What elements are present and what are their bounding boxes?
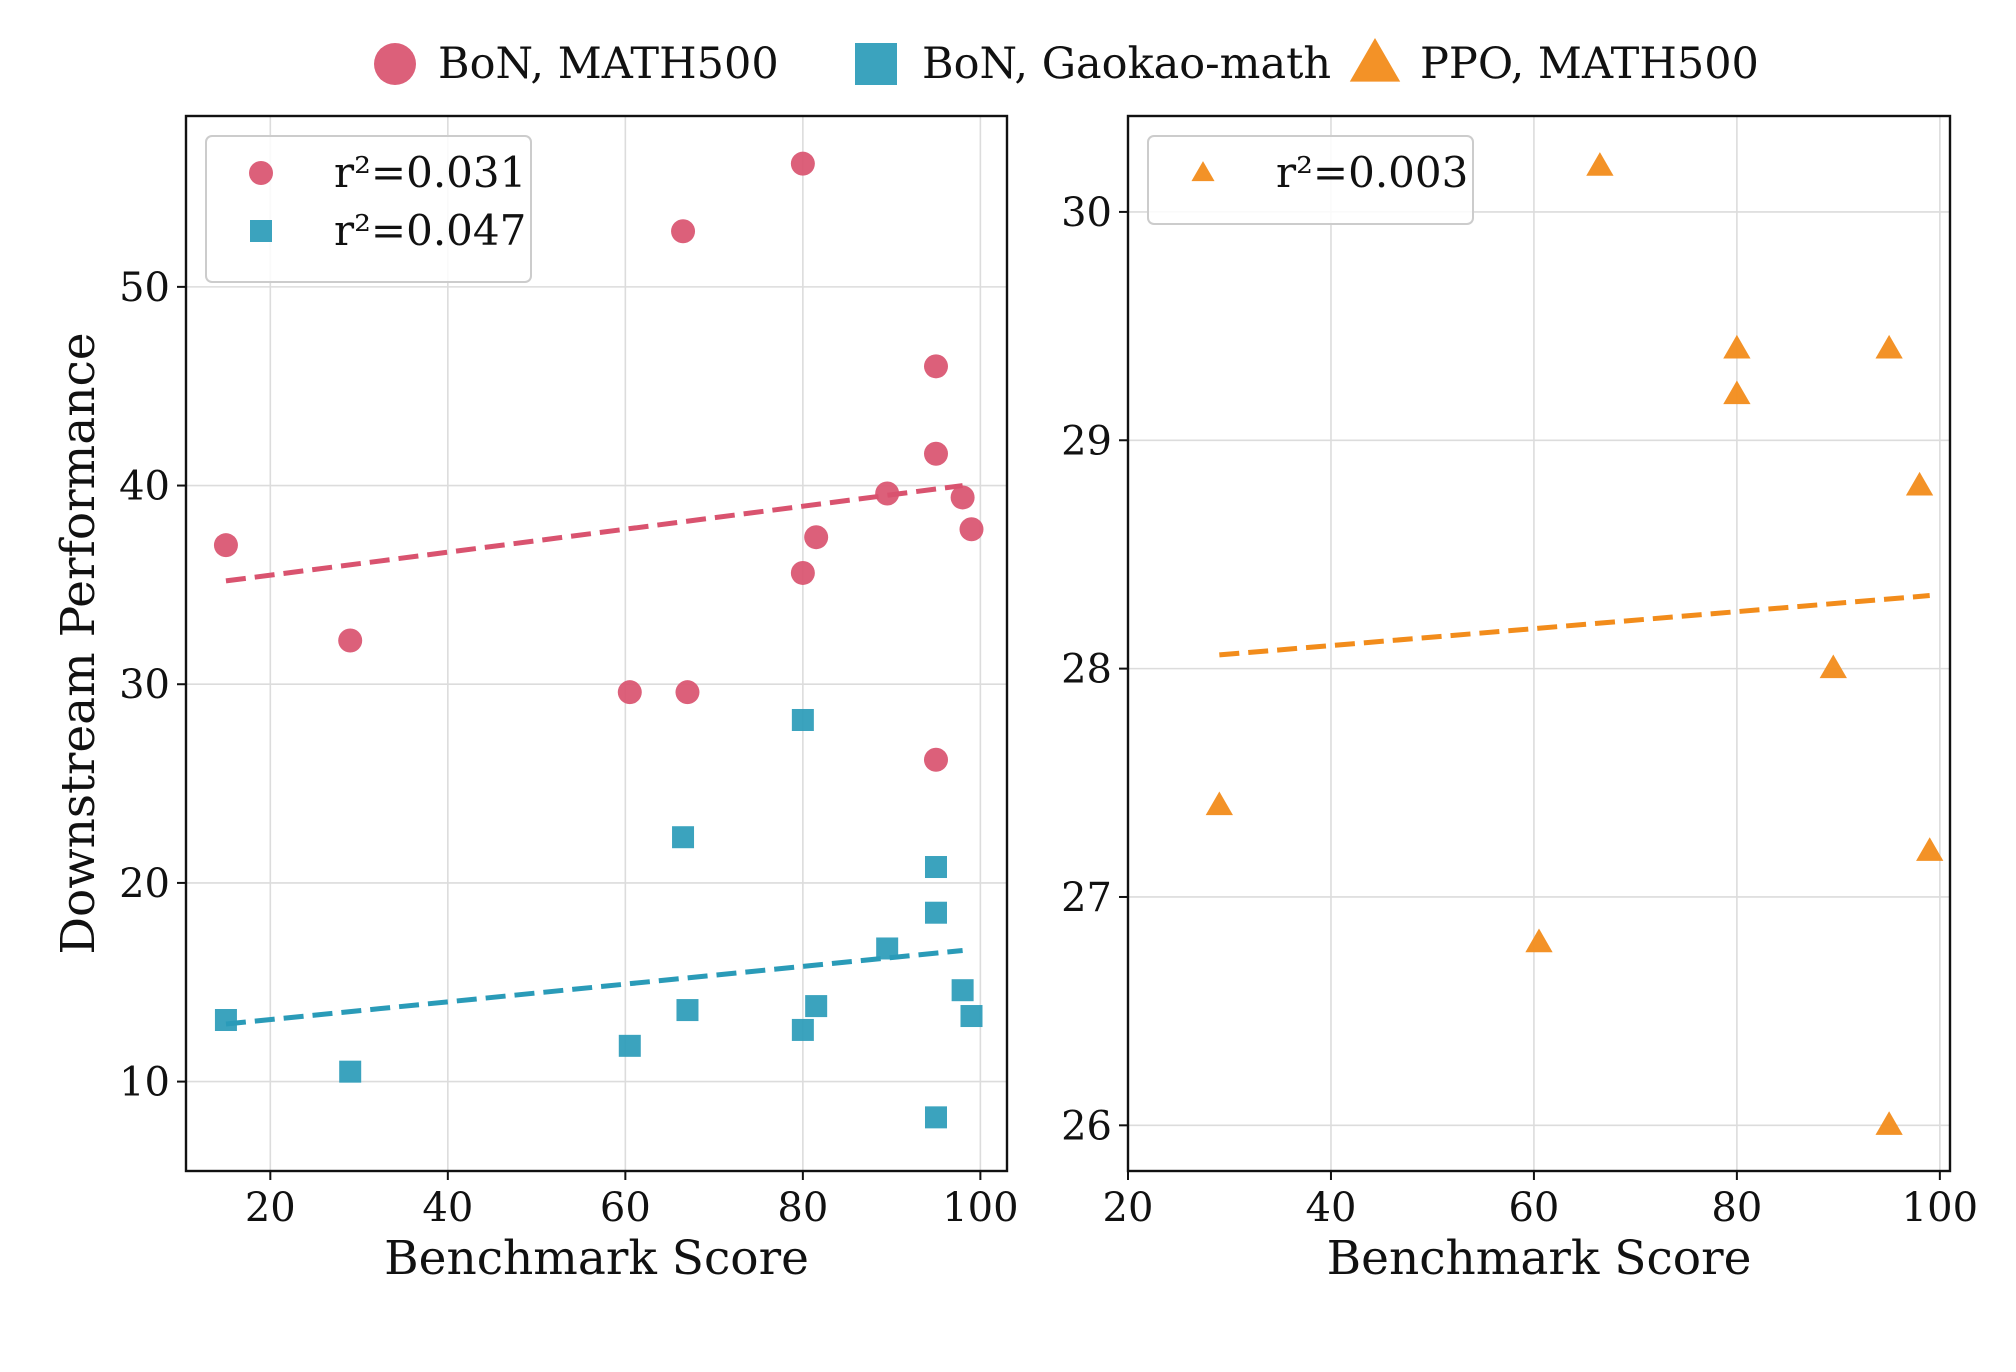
inner-legend-label-0: r²=0.031 [334,148,526,197]
point-s1-0 [214,1009,237,1032]
point-s0-0 [1205,791,1233,816]
point-s0-2 [1586,152,1614,176]
y-tick-label-4: 50 [119,265,170,311]
x-tick-label-1: 40 [422,1185,473,1231]
top-legend-marker-0 [374,43,416,85]
top-legend: BoN, MATH500 BoN, Gaokao-math PPO, MATH500 [374,37,1759,89]
x-tick-label-0: 20 [245,1185,296,1231]
x-tick-label-4: 100 [942,1185,1018,1231]
point-s1-13 [960,1005,983,1028]
point-s1-9 [924,856,947,879]
y-axis-label: Downstream Performance [51,332,106,954]
point-s1-6 [791,1018,814,1041]
fit-line-1 [225,947,963,1027]
y-tick-label-4: 30 [1061,190,1112,236]
point-s1-7 [805,995,828,1018]
inner-legend: r²=0.003 [1147,135,1474,225]
point-s0-10 [923,441,948,466]
y-tick-label-0: 10 [119,1060,170,1106]
point-s0-13 [959,517,984,542]
point-s1-1 [339,1060,362,1083]
top-legend-label-1: BoN, Gaokao-math [922,39,1331,89]
point-s0-6 [790,560,815,585]
point-s0-9 [1916,837,1944,861]
point-s0-0 [213,533,238,558]
fit-line-0 [1219,593,1930,658]
y-tick-label-0: 26 [1061,1103,1112,1149]
top-legend-marker-2 [1349,37,1401,82]
point-s0-2 [617,680,642,705]
point-s0-5 [1819,654,1847,679]
y-tick-label-2: 28 [1061,647,1112,693]
point-s0-12 [950,485,975,510]
x-tick-label-0: 20 [1103,1185,1154,1231]
x-tick-label-3: 80 [1711,1185,1762,1231]
x-tick-label-2: 60 [600,1185,651,1231]
inner-legend-marker-0 [1191,161,1215,182]
y-tick-label-1: 20 [119,861,170,907]
point-s1-4 [676,999,699,1022]
point-s0-5 [790,151,815,176]
plot-frame [184,114,1009,1173]
point-s0-1 [338,628,363,653]
top-legend-marker-1 [855,43,897,85]
plot-frame [1126,114,1952,1173]
point-s0-4 [675,680,700,705]
y-tick-label-2: 30 [119,662,170,708]
point-s1-10 [924,901,947,924]
inner-legend-label-0: r²=0.003 [1276,148,1468,197]
inner-legend: r²=0.031 r²=0.047 [205,135,532,283]
x-axis-label: Benchmark Score [384,1231,809,1286]
point-s0-8 [1905,471,1934,496]
point-s1-8 [876,937,899,960]
point-s0-8 [875,481,900,506]
y-tick-label-3: 29 [1061,418,1112,464]
point-s1-11 [924,1106,947,1129]
x-tick-label-4: 100 [1902,1185,1978,1231]
point-s0-11 [923,747,948,772]
point-s1-12 [951,979,974,1002]
x-tick-label-2: 60 [1508,1185,1559,1231]
left-panel: 20 40 60 80 100 10 20 30 40 50 Benchmark Score Down… [51,114,1019,1286]
point-s0-3 [1723,334,1751,359]
point-s0-1 [1525,928,1553,953]
point-s1-3 [672,826,695,849]
x-tick-label-1: 40 [1306,1185,1357,1231]
top-legend-label-0: BoN, MATH500 [438,39,779,89]
inner-legend-box [1147,135,1474,225]
y-tick-label-3: 40 [119,464,170,510]
point-s1-5 [791,708,814,731]
point-s0-7 [804,525,829,550]
fit-line-0 [225,483,963,584]
inner-legend-marker-1 [250,220,272,242]
inner-legend-marker-0 [249,161,273,185]
point-s0-4 [1723,380,1751,405]
x-axis-label: Benchmark Score [1327,1231,1752,1286]
inner-legend-box [205,135,532,283]
inner-legend-label-1: r²=0.047 [334,206,526,255]
y-tick-label-1: 27 [1061,875,1112,921]
point-s0-7 [1875,1111,1903,1135]
right-panel: 20 40 60 80 100 26 27 28 29 30 Benchmark Score r²=0… [1061,114,1978,1286]
point-s0-9 [923,354,948,379]
x-tick-label-3: 80 [777,1185,828,1231]
point-s1-2 [618,1034,641,1057]
top-legend-label-2: PPO, MATH500 [1420,39,1759,89]
point-s0-3 [671,219,696,244]
point-s0-6 [1875,334,1903,359]
